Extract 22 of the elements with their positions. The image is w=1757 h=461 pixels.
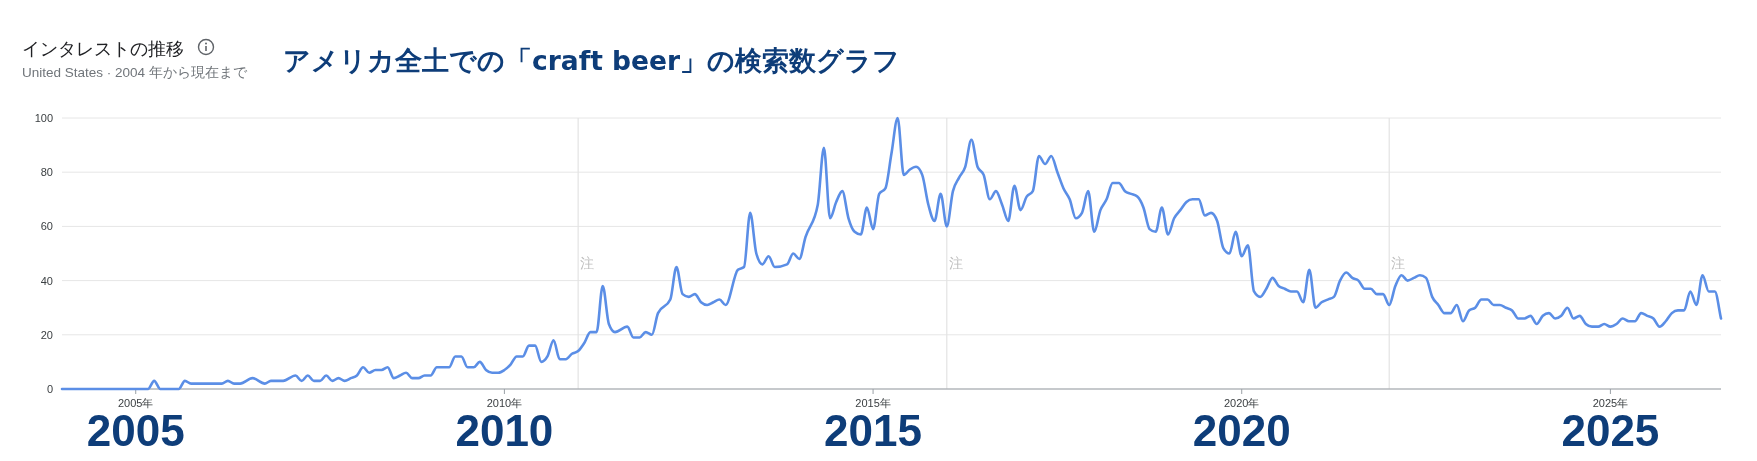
ref-line-label: 注: [580, 255, 595, 272]
y-tick-label: 20: [40, 328, 53, 341]
year-label: 2025: [1561, 406, 1660, 455]
ref-line-label: 注: [948, 255, 963, 272]
y-tick-label: 80: [40, 166, 53, 179]
y-tick-label: 60: [40, 220, 53, 233]
y-tick-label: 0: [46, 383, 53, 395]
year-label: 2010: [455, 406, 554, 455]
x-tick-label: 2015年: [855, 397, 891, 409]
y-tick-label: 40: [40, 274, 53, 287]
x-tick-label: 2025年: [1592, 397, 1629, 409]
subtitle: United States · 2004 年から現在まで: [22, 65, 247, 80]
x-tick-label: 2010年: [486, 397, 523, 409]
y-tick-label: 100: [34, 112, 53, 124]
year-label: 2005: [86, 406, 185, 455]
x-tick-label: 2005年: [117, 397, 154, 409]
title: インタレストの推移: [22, 39, 184, 59]
year-label: 2020: [1192, 406, 1291, 455]
x-tick-label: 2020年: [1223, 397, 1260, 409]
heading: アメリカ全土での「craft beer」の検索数グラフ: [283, 45, 901, 76]
year-label: 2015: [824, 406, 922, 455]
ref-line-label: 注: [1391, 255, 1406, 272]
